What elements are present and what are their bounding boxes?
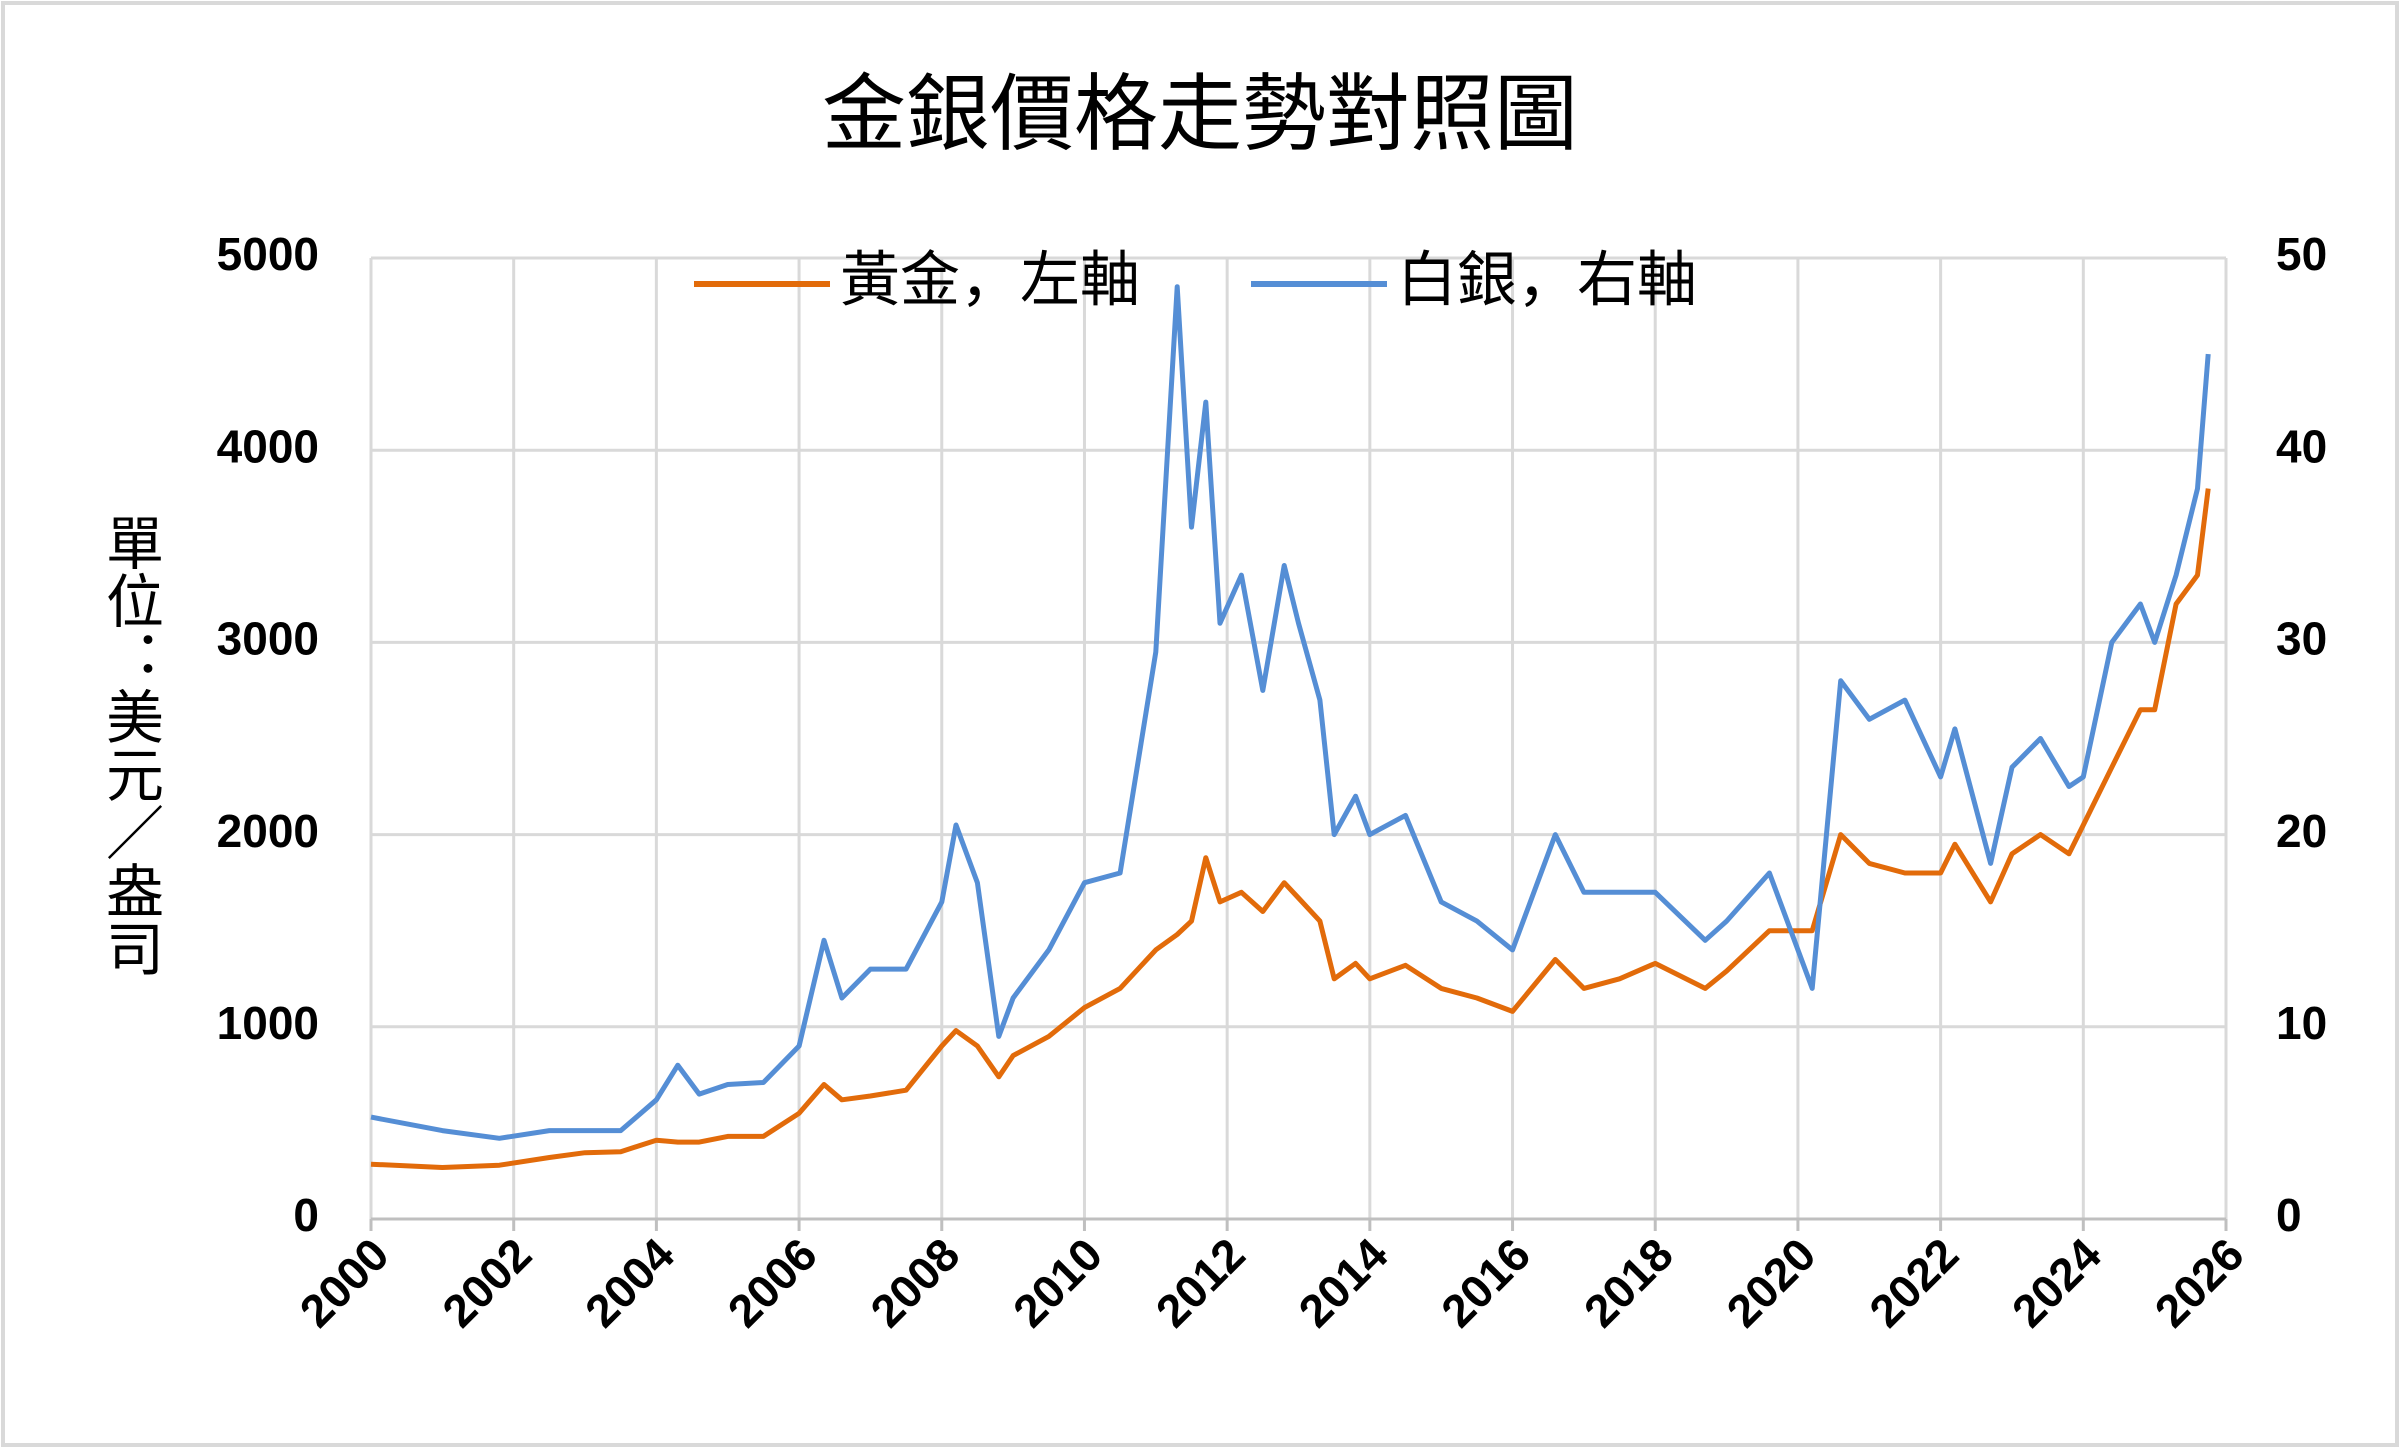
data-line xyxy=(370,284,2211,1141)
data-line xyxy=(370,488,2211,1170)
y2-tick-label: 0 xyxy=(2276,1189,2302,1241)
y-tick-label: 0 xyxy=(293,1189,319,1241)
y-tick-label: 2000 xyxy=(217,805,319,857)
y2-tick-label: 40 xyxy=(2276,420,2327,472)
y-tick-label: 1000 xyxy=(217,997,319,1049)
legend-label: 白銀，右軸 xyxy=(1397,246,1697,316)
y-axis-title: 單位：美元／盎司 xyxy=(96,513,164,977)
y2-tick-label: 30 xyxy=(2276,613,2327,665)
y2-tick-label: 10 xyxy=(2276,997,2327,1049)
chart-title: 金銀價格走勢對照圖 xyxy=(822,65,1578,163)
y-tick-label: 4000 xyxy=(217,420,319,472)
y-tick-label: 3000 xyxy=(217,613,319,665)
legend-label: 黃金，左軸 xyxy=(840,246,1140,316)
y-tick-label: 5000 xyxy=(217,228,319,280)
y2-tick-label: 20 xyxy=(2276,805,2327,857)
y2-tick-label: 50 xyxy=(2276,228,2327,280)
